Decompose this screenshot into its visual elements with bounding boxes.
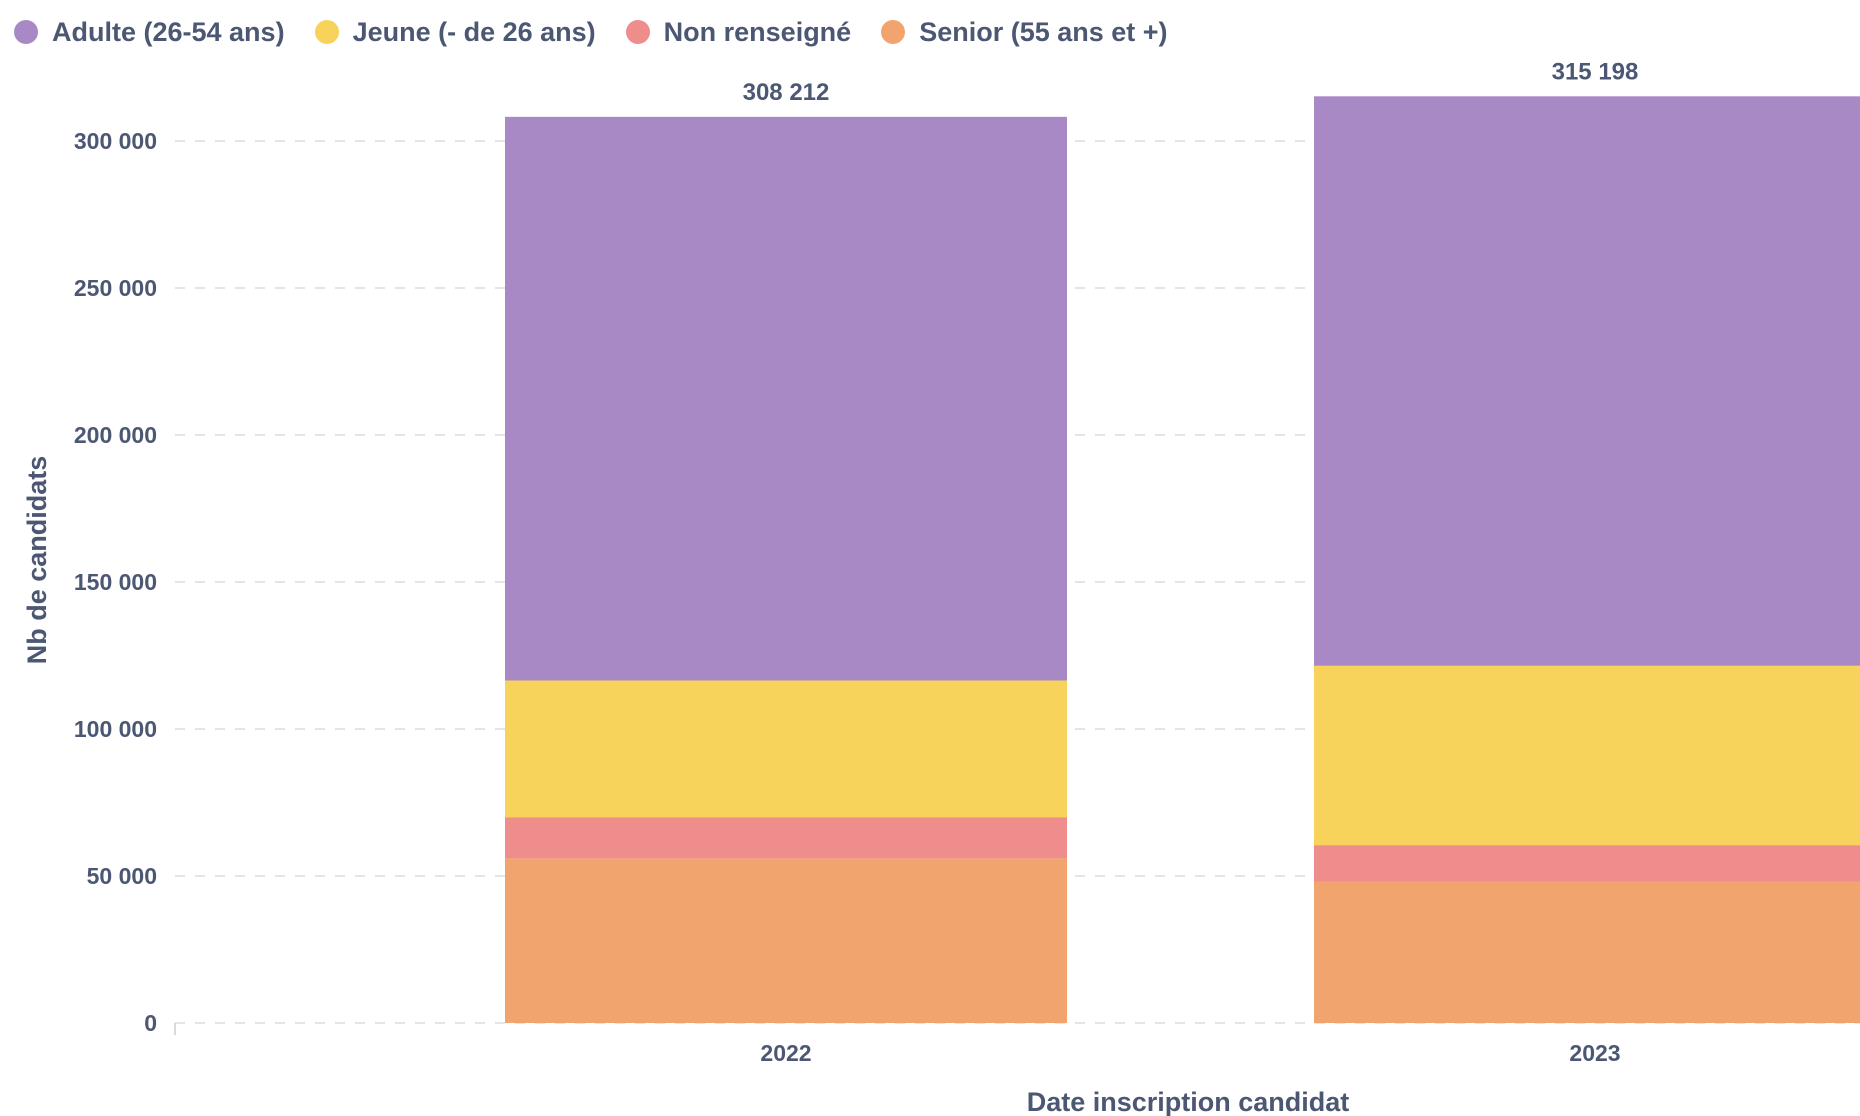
legend-label: Non renseigné	[663, 16, 852, 47]
x-tick-label: 2023	[1569, 1040, 1620, 1066]
legend-label: Adulte (26-54 ans)	[52, 16, 285, 47]
legend-label: Jeune (- de 26 ans)	[352, 16, 596, 47]
bar-segment[interactable]	[1314, 845, 1860, 882]
legend-item[interactable]: Jeune (- de 26 ans)	[314, 16, 596, 48]
legend-dot-icon	[881, 20, 906, 44]
bar-total-label: 315 198	[1552, 58, 1639, 85]
bar-segment[interactable]	[505, 680, 1067, 818]
y-tick-label: 150 000	[74, 569, 157, 595]
chart-legend: Adulte (26-54 ans) Jeune (- de 26 ans) Non…	[14, 10, 1168, 54]
bar-segment[interactable]	[505, 858, 1067, 1023]
legend-item[interactable]: Adulte (26-54 ans)	[14, 17, 285, 48]
y-tick-label: 300 000	[74, 128, 157, 154]
bar-segment[interactable]	[505, 116, 1067, 681]
bar-segment[interactable]	[505, 817, 1067, 859]
bar-segment[interactable]	[1314, 881, 1860, 1023]
x-tick-label: 2022	[760, 1040, 811, 1066]
legend-dot-icon	[14, 20, 38, 44]
legend-label: Senior (55 ans et +)	[919, 16, 1168, 47]
legend-item[interactable]: Senior (55 ans et +)	[881, 16, 1168, 48]
y-tick-label: 250 000	[74, 275, 157, 301]
bar-segment[interactable]	[1314, 96, 1860, 666]
bar-total-label: 308 212	[743, 79, 830, 106]
y-tick-label: 100 000	[74, 716, 157, 742]
y-axis-title: Nb de candidats	[22, 456, 52, 665]
y-tick-label: 200 000	[74, 422, 157, 448]
y-tick-label: 50 000	[87, 863, 157, 889]
y-tick-label: 0	[144, 1010, 157, 1036]
bar-segment[interactable]	[1314, 665, 1860, 846]
legend-dot-icon	[625, 20, 650, 44]
legend-item[interactable]: Non renseigné	[625, 16, 852, 48]
x-axis-title: Date inscription candidat	[1027, 1087, 1350, 1116]
legend-dot-icon	[314, 20, 339, 44]
